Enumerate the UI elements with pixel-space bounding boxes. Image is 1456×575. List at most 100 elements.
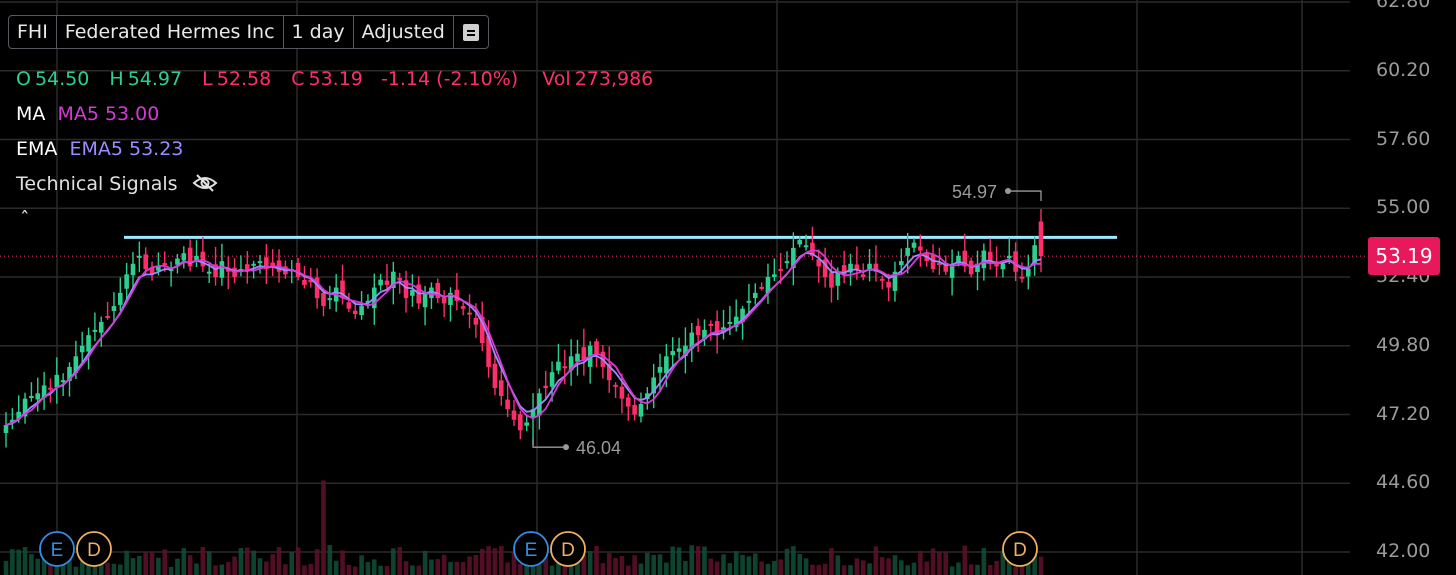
candle[interactable]	[244, 251, 250, 284]
candle[interactable]	[987, 238, 993, 270]
candle[interactable]	[721, 309, 726, 340]
candle[interactable]	[956, 251, 961, 267]
candle[interactable]	[187, 239, 193, 272]
candle[interactable]	[467, 294, 472, 329]
candle[interactable]	[175, 253, 180, 274]
candle[interactable]	[543, 370, 549, 399]
candle[interactable]	[727, 306, 733, 336]
candle[interactable]	[264, 244, 269, 285]
candle[interactable]	[841, 250, 847, 284]
interval-button[interactable]: 1 day	[284, 16, 354, 48]
candle[interactable]	[676, 337, 682, 359]
candle[interactable]	[689, 322, 695, 363]
candle[interactable]	[657, 353, 663, 392]
candle[interactable]	[54, 357, 60, 404]
candle[interactable]	[613, 382, 618, 398]
candle[interactable]	[854, 246, 860, 280]
candle[interactable]	[537, 388, 542, 430]
candle[interactable]	[733, 299, 739, 332]
candle[interactable]	[384, 263, 390, 292]
candle[interactable]	[708, 320, 714, 341]
candle[interactable]	[1026, 254, 1031, 290]
candle[interactable]	[117, 277, 123, 311]
adjust-button[interactable]: Adjusted	[354, 16, 454, 48]
candle[interactable]	[22, 392, 28, 424]
candle[interactable]	[752, 283, 758, 305]
candle[interactable]	[549, 361, 555, 402]
candle[interactable]	[435, 278, 441, 304]
candle[interactable]	[79, 331, 85, 364]
candle[interactable]	[873, 245, 879, 282]
candle[interactable]	[822, 247, 828, 288]
candle[interactable]	[879, 275, 885, 290]
candle[interactable]	[518, 411, 523, 440]
candle[interactable]	[581, 328, 587, 376]
candle[interactable]	[759, 282, 764, 291]
ma-indicator[interactable]: MA MA5 53.00	[16, 103, 159, 125]
candle[interactable]	[295, 257, 301, 281]
candle[interactable]	[41, 371, 47, 410]
candle[interactable]	[314, 268, 320, 309]
candle[interactable]	[479, 301, 485, 352]
earnings-marker[interactable]: E	[513, 531, 549, 567]
candle[interactable]	[48, 378, 53, 403]
candle[interactable]	[270, 249, 275, 277]
candle[interactable]	[219, 243, 225, 286]
candle[interactable]	[105, 301, 110, 320]
candle[interactable]	[651, 363, 656, 409]
candle[interactable]	[168, 261, 174, 287]
candle[interactable]	[194, 240, 199, 267]
candle[interactable]	[962, 233, 968, 273]
candle[interactable]	[772, 258, 777, 281]
candle[interactable]	[181, 246, 187, 269]
candle[interactable]	[524, 415, 529, 432]
candle[interactable]	[29, 382, 34, 402]
candle[interactable]	[695, 318, 701, 352]
candle[interactable]	[149, 261, 155, 281]
candle[interactable]	[448, 287, 453, 322]
dividend-marker[interactable]: D	[76, 531, 112, 567]
candle[interactable]	[803, 234, 809, 251]
candle[interactable]	[200, 236, 206, 273]
candle[interactable]	[702, 319, 707, 346]
candle[interactable]	[670, 337, 676, 370]
candle[interactable]	[1013, 242, 1018, 282]
candle[interactable]	[321, 288, 326, 317]
technical-signals[interactable]: Technical Signals	[16, 173, 218, 195]
candle[interactable]	[930, 244, 936, 273]
candle[interactable]	[556, 343, 561, 375]
chart-menu-button[interactable]	[454, 16, 488, 48]
candle[interactable]	[410, 274, 415, 307]
candle[interactable]	[784, 251, 790, 269]
candle[interactable]	[327, 285, 333, 310]
candle[interactable]	[918, 234, 923, 267]
candle[interactable]	[238, 255, 244, 277]
candle[interactable]	[511, 399, 517, 426]
candle[interactable]	[505, 383, 510, 418]
candle[interactable]	[638, 392, 644, 423]
candle[interactable]	[35, 377, 41, 412]
candle[interactable]	[10, 408, 15, 430]
candle[interactable]	[632, 395, 637, 421]
candle[interactable]	[975, 250, 980, 291]
candle[interactable]	[575, 339, 580, 376]
candle[interactable]	[606, 346, 612, 393]
candle[interactable]	[346, 292, 352, 313]
candle[interactable]	[816, 249, 822, 283]
candle[interactable]	[111, 292, 117, 323]
candle[interactable]	[225, 256, 231, 290]
candle[interactable]	[137, 241, 142, 273]
candle[interactable]	[683, 327, 688, 374]
dividend-marker[interactable]: D	[1002, 531, 1038, 567]
candle[interactable]	[492, 352, 498, 396]
candle[interactable]	[746, 283, 752, 317]
candle[interactable]	[625, 393, 631, 421]
candle[interactable]	[867, 249, 872, 282]
candle[interactable]	[568, 339, 574, 386]
candle[interactable]	[911, 237, 917, 253]
symbol-button[interactable]: FHI	[9, 16, 57, 48]
candle[interactable]	[289, 260, 295, 284]
candle[interactable]	[86, 327, 91, 370]
candle[interactable]	[797, 235, 803, 248]
ema-indicator[interactable]: EMA EMA5 53.23	[16, 138, 183, 160]
